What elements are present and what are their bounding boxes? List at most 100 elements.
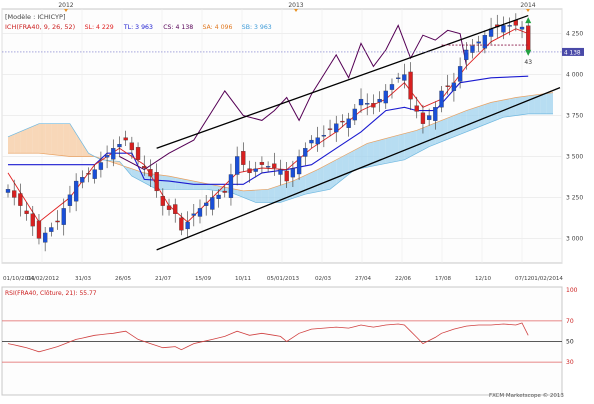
bear-candle: [414, 105, 419, 112]
cloud-segment: [32, 123, 39, 154]
bear-candle: [408, 71, 413, 100]
bull-candle: [519, 26, 525, 30]
cloud-segment: [398, 133, 405, 161]
cloud-segment: [522, 95, 529, 115]
cloud-segment: [113, 160, 120, 165]
indicator-label: ICH(FRA40, 9, 26, 52): [5, 23, 75, 31]
cloud-segment: [57, 123, 64, 156]
cloud-segment: [429, 122, 436, 147]
cloud-segment: [466, 108, 473, 132]
bear-candle: [526, 25, 531, 51]
bear-candle: [445, 85, 450, 87]
bull-candle: [451, 82, 457, 91]
cloud-segment: [348, 149, 355, 175]
bull-candle: [334, 123, 339, 133]
bear-candle: [272, 163, 277, 169]
bear-candle: [148, 169, 153, 177]
bull-candle: [49, 227, 54, 232]
cloud-segment: [243, 190, 250, 200]
y-tick-label: 3 750: [566, 113, 583, 120]
x-tick-label: 17/08: [435, 276, 452, 282]
cloud-segment: [212, 184, 219, 191]
bull-candle: [346, 118, 351, 128]
bull-candle: [383, 90, 388, 104]
bull-candle: [389, 84, 395, 90]
channel-upper-line: [156, 14, 529, 149]
bull-candle: [464, 49, 469, 60]
x-tick-label: 01/10/2011: [3, 276, 36, 282]
x-tick-label: 01/02/2014: [531, 276, 564, 282]
bull-candle: [358, 98, 364, 106]
cloud-segment: [255, 189, 262, 203]
last-price-box: [562, 47, 584, 56]
x-tick-label: 26/05: [115, 276, 132, 282]
cloud-segment: [162, 175, 170, 190]
bear-candle: [18, 193, 23, 206]
cloud-segment: [76, 133, 83, 157]
bull-candle: [278, 169, 283, 175]
last-price-label: 4 138: [564, 50, 581, 56]
rsi-tick-label: 100: [566, 287, 578, 294]
bull-candle: [457, 66, 463, 82]
bull-candle: [5, 189, 11, 193]
bear-candle: [327, 128, 333, 130]
rsi-line: [7, 322, 529, 353]
bull-candle: [321, 135, 327, 137]
bull-candle: [476, 41, 481, 44]
x-tick-label: 21/07: [155, 276, 172, 282]
year-marker-arrow: [64, 9, 68, 12]
cloud-segment: [299, 175, 306, 197]
rsi-title: RSI(FRA40, Clôture, 21): 55.77: [5, 290, 97, 297]
bull-candle: [73, 180, 79, 202]
cloud-segment: [491, 101, 498, 123]
rsi-plot-background: [1, 286, 563, 396]
y-tick-label: 4 000: [566, 72, 583, 79]
bull-candle: [507, 25, 512, 27]
rsi-tick-label: 30: [566, 359, 574, 366]
bear-candle: [340, 120, 345, 123]
bull-candle: [98, 162, 104, 170]
year-marker: 2012: [58, 2, 73, 9]
cloud-segment: [453, 113, 461, 137]
x-tick-label: 07/12: [515, 276, 531, 282]
year-marker-arrow: [294, 9, 298, 12]
cloud-segment: [422, 125, 430, 150]
bear-candle: [173, 204, 178, 214]
signal-count-label: 43: [524, 59, 532, 66]
cloud-segment: [441, 117, 448, 142]
bear-candle: [30, 213, 35, 227]
bull-candle: [365, 103, 370, 105]
bear-candle: [160, 195, 165, 206]
cloud-segment: [268, 187, 275, 203]
cloud-segment: [14, 131, 21, 154]
bear-candle: [166, 205, 172, 210]
rsi-tick-label: 50: [566, 339, 574, 346]
y-tick-label: 3 000: [566, 235, 583, 242]
x-tick-label: 04/02/2012: [27, 276, 59, 282]
bear-candle: [86, 173, 91, 175]
bull-candle: [315, 137, 320, 145]
cloud-segment: [51, 123, 58, 156]
cloud-segment: [323, 163, 331, 191]
senkou-b-line: [7, 113, 553, 203]
bull-candle: [309, 139, 314, 144]
cloud-segment: [410, 130, 417, 157]
bull-candle: [111, 148, 116, 160]
cloud-segment: [274, 185, 281, 203]
y-tick-label: 4 250: [566, 31, 583, 38]
y-tick-label: 3 500: [566, 153, 583, 160]
cloud-segment: [330, 159, 337, 190]
bull-candle: [303, 148, 308, 157]
bull-candle: [234, 156, 240, 175]
cloud-segment: [497, 99, 504, 120]
x-tick-label: 02/03: [315, 276, 332, 282]
cloud-segment: [20, 128, 27, 154]
cloud-segment: [187, 179, 194, 190]
year-marker-arrow: [526, 9, 530, 12]
bull-candle: [426, 115, 432, 120]
bear-candle: [154, 172, 159, 192]
cloud-segment: [435, 120, 442, 145]
cloud-segment: [317, 166, 324, 192]
y-tick-label: 3 250: [566, 194, 583, 201]
